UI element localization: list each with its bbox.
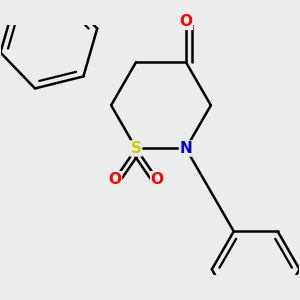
Text: O: O	[179, 14, 192, 29]
Text: O: O	[151, 172, 164, 187]
Text: S: S	[130, 141, 142, 156]
Text: O: O	[109, 172, 122, 187]
Text: N: N	[179, 141, 192, 156]
